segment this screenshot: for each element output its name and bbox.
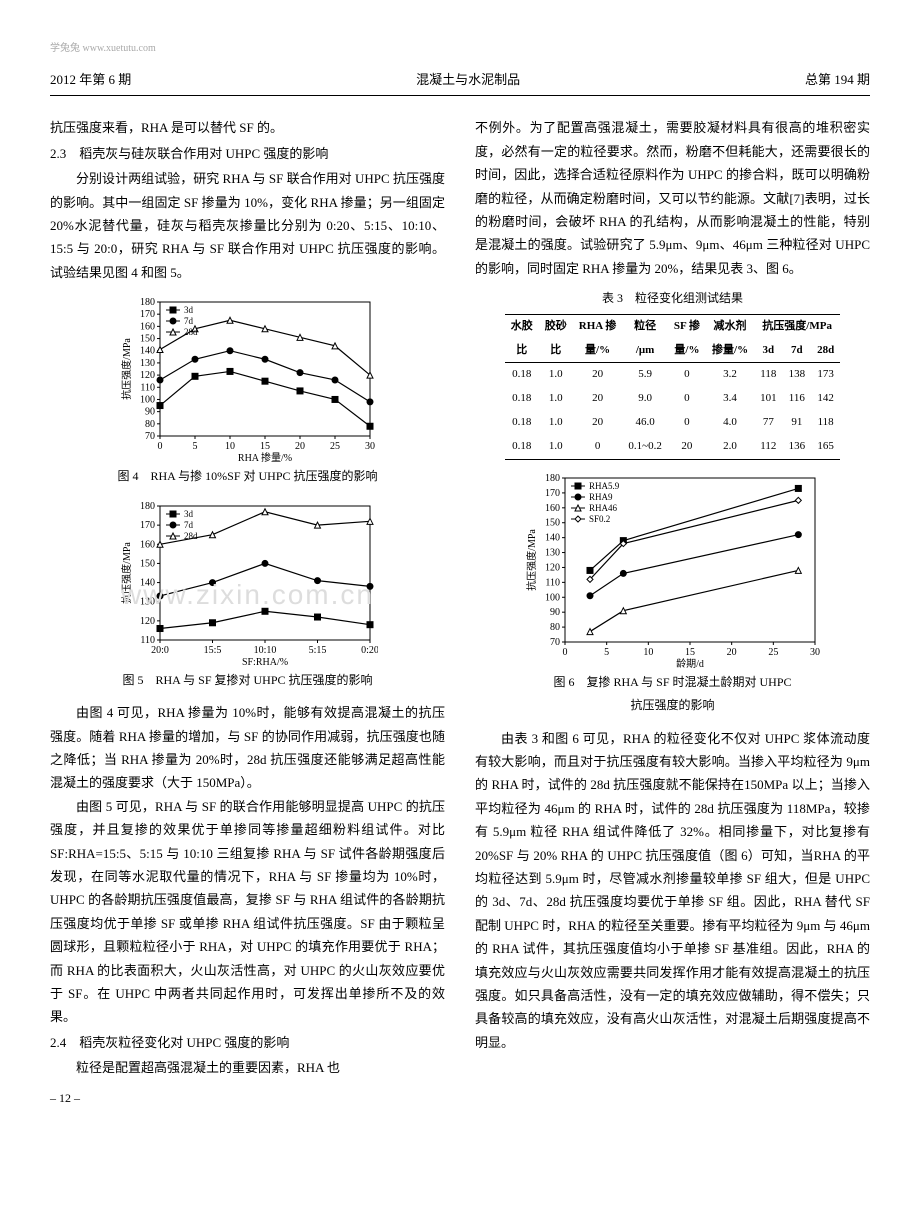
- svg-text:10: 10: [225, 441, 235, 452]
- header-right: 总第 194 期: [805, 68, 870, 91]
- table-row: 0.181.0205.903.2118138173: [505, 363, 840, 387]
- svg-text:RHA 掺量/%: RHA 掺量/%: [237, 451, 291, 464]
- svg-text:80: 80: [550, 622, 560, 633]
- header-center: 混凝土与水泥制品: [416, 68, 520, 91]
- figure-4: 708090100 110120130140150 160170180 0 5 10 15 2…: [50, 294, 445, 488]
- svg-text:15: 15: [260, 441, 270, 452]
- svg-text:70: 70: [145, 431, 155, 442]
- svg-text:180: 180: [140, 297, 155, 308]
- paragraph: 由图 4 可见，RHA 掺量为 10%时，能够有效提高混凝土的抗压强度。随着 R…: [50, 701, 445, 795]
- svg-text:20: 20: [726, 647, 736, 658]
- svg-text:抗压强度/MPa: 抗压强度/MPa: [525, 528, 538, 590]
- svg-text:100: 100: [140, 395, 155, 406]
- paragraph: 不例外。为了配置高强混凝土，需要胶凝材料具有很高的堆积密实度，必然有一定的粒径要…: [475, 116, 870, 280]
- svg-text:150: 150: [140, 558, 155, 569]
- svg-text:30: 30: [810, 647, 820, 658]
- fig5-chart: 11012013014015016017018020:015:510:105:1…: [118, 498, 378, 668]
- fig6-caption-1: 图 6 复掺 RHA 与 SF 时混凝土龄期对 UHPC: [475, 672, 870, 694]
- svg-text:0: 0: [157, 441, 162, 452]
- svg-text:20: 20: [295, 441, 305, 452]
- figure-6: 70 80 90 100 110 120 130 140 150 160 170 180 0 5 10 15 2…: [475, 470, 870, 717]
- svg-text:龄期/d: 龄期/d: [676, 657, 704, 670]
- fig5-caption: 图 5 RHA 与 SF 复掺对 UHPC 抗压强度的影响: [50, 670, 445, 692]
- table-3-caption: 表 3 粒径变化组测试结果: [475, 288, 870, 310]
- fig6-chart: 70 80 90 100 110 120 130 140 150 160 170 180 0 5 10 15 2…: [523, 470, 823, 670]
- svg-text:7d: 7d: [184, 316, 194, 326]
- svg-text:15:5: 15:5: [203, 645, 221, 656]
- svg-text:130: 130: [140, 596, 155, 607]
- fig4-chart: 708090100 110120130140150 160170180 0 5 10 15 2…: [118, 294, 378, 464]
- svg-text:抗压强度/MPa: 抗压强度/MPa: [120, 338, 133, 400]
- svg-text:SF:RHA/%: SF:RHA/%: [241, 657, 287, 668]
- svg-text:100: 100: [545, 592, 560, 603]
- svg-text:15: 15: [685, 647, 695, 658]
- page-header: 2012 年第 6 期 混凝土与水泥制品 总第 194 期: [50, 68, 870, 96]
- svg-text:90: 90: [550, 607, 560, 618]
- svg-text:RHA5.9: RHA5.9: [589, 481, 620, 491]
- svg-text:160: 160: [140, 539, 155, 550]
- svg-text:25: 25: [768, 647, 778, 658]
- fig4-caption: 图 4 RHA 与掺 10%SF 对 UHPC 抗压强度的影响: [50, 466, 445, 488]
- svg-text:5: 5: [192, 441, 197, 452]
- svg-text:170: 170: [545, 487, 560, 498]
- svg-text:抗压强度/MPa: 抗压强度/MPa: [120, 541, 133, 603]
- svg-text:5: 5: [604, 647, 609, 658]
- svg-text:130: 130: [140, 358, 155, 369]
- svg-text:RHA46: RHA46: [589, 503, 618, 513]
- paragraph: 由图 5 可见，RHA 与 SF 的联合作用能够明显提高 UHPC 的抗压强度，…: [50, 795, 445, 1029]
- svg-text:170: 170: [140, 309, 155, 320]
- svg-text:110: 110: [140, 382, 155, 393]
- svg-text:130: 130: [545, 547, 560, 558]
- svg-text:10:10: 10:10: [253, 645, 276, 656]
- svg-text:3d: 3d: [184, 509, 194, 519]
- left-column: 抗压强度来看，RHA 是可以替代 SF 的。 2.3 稻壳灰与硅灰联合作用对 U…: [50, 114, 445, 1109]
- svg-text:28d: 28d: [184, 327, 198, 337]
- svg-text:0:20: 0:20: [361, 645, 378, 656]
- svg-text:120: 120: [140, 370, 155, 381]
- section-2-4: 2.4 稻壳灰粒径变化对 UHPC 强度的影响: [50, 1031, 445, 1054]
- right-column: 不例外。为了配置高强混凝土，需要胶凝材料具有很高的堆积密实度，必然有一定的粒径要…: [475, 114, 870, 1109]
- figure-5: 11012013014015016017018020:015:510:105:1…: [50, 498, 445, 692]
- svg-text:140: 140: [140, 577, 155, 588]
- svg-text:10: 10: [643, 647, 653, 658]
- table-row: 0.181.02046.004.07791118: [505, 411, 840, 435]
- paragraph: 由表 3 和图 6 可见，RHA 的粒径变化不仅对 UHPC 浆体流动度有较大影…: [475, 727, 870, 1054]
- svg-text:140: 140: [545, 532, 560, 543]
- svg-text:170: 170: [140, 520, 155, 531]
- source-url: 学兔兔 www.xuetutu.com: [50, 40, 870, 58]
- paragraph: 抗压强度来看，RHA 是可以替代 SF 的。: [50, 116, 445, 139]
- svg-text:0: 0: [562, 647, 567, 658]
- svg-text:150: 150: [140, 334, 155, 345]
- page-number: – 12 –: [50, 1088, 445, 1110]
- svg-text:3d: 3d: [184, 305, 194, 315]
- svg-text:SF0.2: SF0.2: [589, 514, 610, 524]
- table-row: 0.181.000.1~0.2202.0112136165: [505, 435, 840, 459]
- svg-text:120: 120: [545, 562, 560, 573]
- svg-text:7d: 7d: [184, 520, 194, 530]
- table-3: 水胶胶砂RHA 掺粒径SF 掺减水剂抗压强度/MPa比比量/%/μm量/%掺量/…: [505, 314, 840, 460]
- svg-text:RHA9: RHA9: [589, 492, 613, 502]
- svg-text:70: 70: [550, 637, 560, 648]
- svg-text:80: 80: [145, 419, 155, 430]
- svg-text:90: 90: [145, 407, 155, 418]
- svg-text:180: 180: [545, 473, 560, 484]
- svg-text:120: 120: [140, 616, 155, 627]
- svg-text:110: 110: [545, 577, 560, 588]
- svg-text:20:0: 20:0: [151, 645, 169, 656]
- paragraph: 分别设计两组试验，研究 RHA 与 SF 联合作用对 UHPC 抗压强度的影响。…: [50, 167, 445, 284]
- svg-text:140: 140: [140, 346, 155, 357]
- svg-text:160: 160: [140, 321, 155, 332]
- svg-text:28d: 28d: [184, 531, 198, 541]
- table-row: 0.181.0209.003.4101116142: [505, 387, 840, 411]
- svg-text:30: 30: [365, 441, 375, 452]
- svg-text:150: 150: [545, 517, 560, 528]
- header-left: 2012 年第 6 期: [50, 68, 131, 91]
- paragraph: 粒径是配置超高强混凝土的重要因素，RHA 也: [50, 1056, 445, 1079]
- fig6-caption-2: 抗压强度的影响: [475, 695, 870, 717]
- svg-text:160: 160: [545, 502, 560, 513]
- section-2-3: 2.3 稻壳灰与硅灰联合作用对 UHPC 强度的影响: [50, 142, 445, 165]
- svg-text:180: 180: [140, 501, 155, 512]
- svg-text:25: 25: [330, 441, 340, 452]
- svg-text:5:15: 5:15: [308, 645, 326, 656]
